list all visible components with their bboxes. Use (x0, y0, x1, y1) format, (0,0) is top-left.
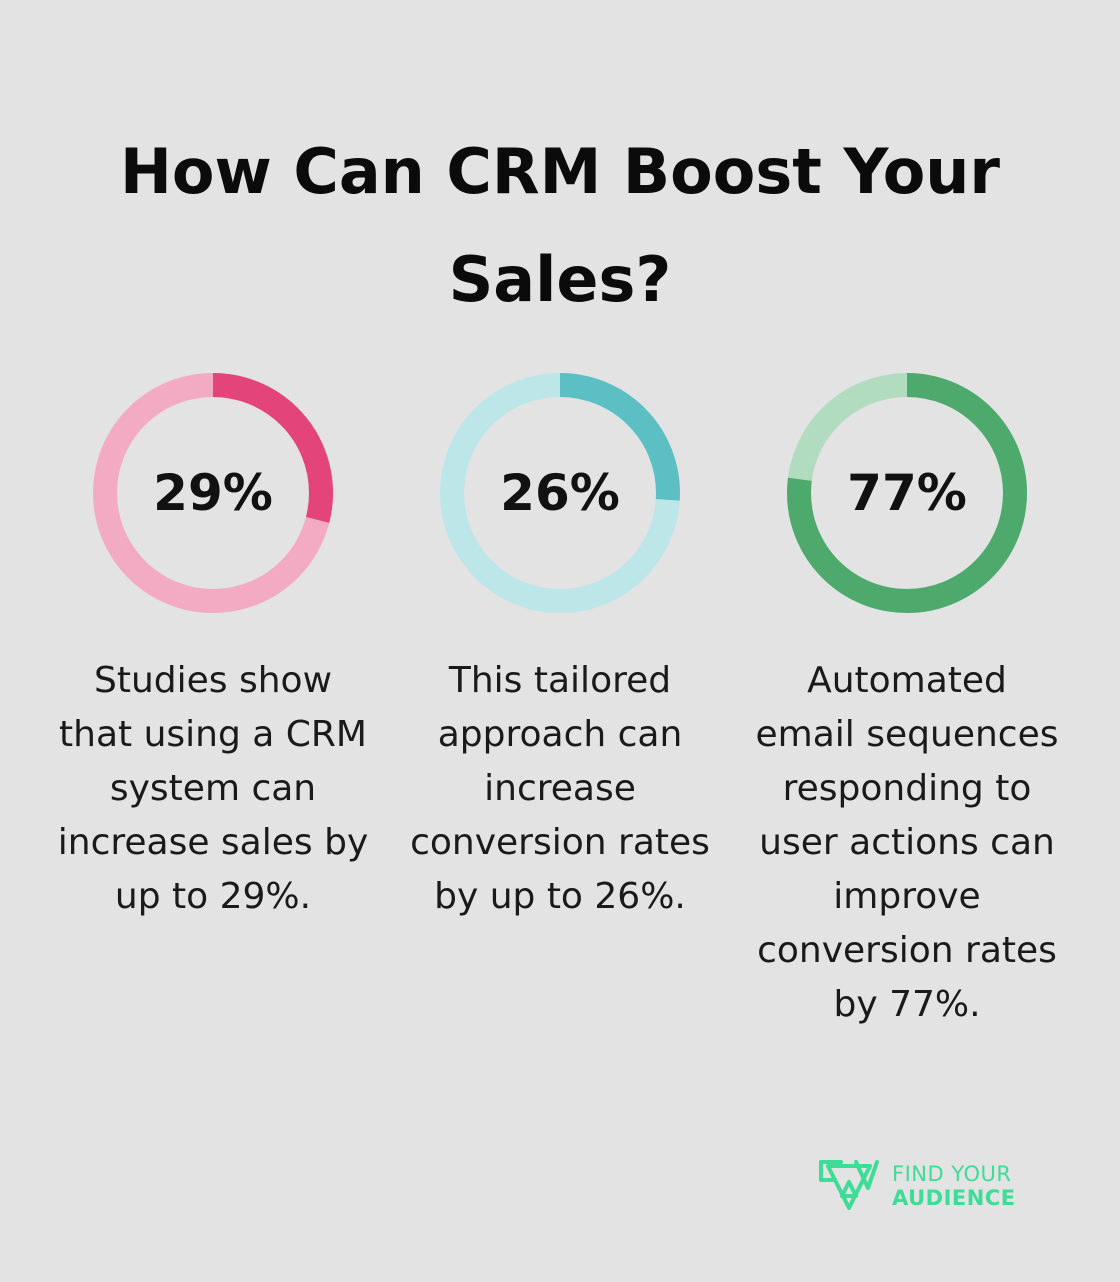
brand-logo: FIND YOUR AUDIENCE (818, 1158, 1048, 1214)
donut-value-label: 77% (847, 464, 967, 522)
brand-name-line2: AUDIENCE (892, 1186, 1016, 1210)
donut-value-label: 29% (153, 464, 273, 522)
donut-chart: 77% (787, 373, 1027, 613)
donut-value-arc (440, 373, 680, 613)
brand-name: FIND YOUR AUDIENCE (892, 1162, 1016, 1210)
stat-description: Automated email sequences responding to … (755, 660, 1059, 1025)
brand-logo-icon (819, 1160, 879, 1210)
stat-description: Studies show that using a CRM system can… (57, 660, 369, 917)
donut-chart: 26% (440, 373, 680, 613)
page-title: How Can CRM Boost Your Sales? (119, 135, 1001, 316)
donut-chart: 29% (93, 373, 333, 613)
stat-card: 77% Automated email sequences responding… (742, 372, 1072, 1032)
brand-name-line1: FIND YOUR (892, 1162, 1012, 1186)
donut-value-arc (93, 373, 333, 613)
stat-card: 29% Studies show that using a CRM system… (48, 372, 378, 924)
stat-card: 26% This tailored approach can increase … (395, 372, 725, 924)
donut-value-arc (787, 373, 1027, 613)
donut-value-label: 26% (500, 464, 620, 522)
stat-description: This tailored approach can increase conv… (410, 660, 710, 917)
